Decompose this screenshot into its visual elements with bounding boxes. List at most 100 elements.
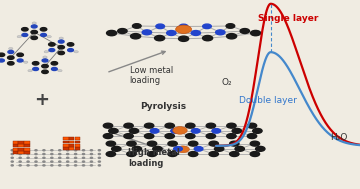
Circle shape — [27, 165, 29, 166]
Circle shape — [17, 36, 21, 38]
Circle shape — [19, 157, 21, 158]
Circle shape — [67, 157, 69, 158]
Circle shape — [58, 70, 62, 72]
Circle shape — [11, 165, 13, 166]
Circle shape — [98, 150, 100, 151]
Circle shape — [35, 161, 37, 162]
Circle shape — [82, 165, 85, 166]
Circle shape — [171, 129, 179, 133]
Circle shape — [58, 46, 64, 49]
Text: Single layer: Single layer — [258, 14, 318, 23]
FancyBboxPatch shape — [75, 137, 80, 140]
Circle shape — [209, 152, 219, 156]
Circle shape — [129, 129, 139, 133]
Circle shape — [67, 165, 69, 166]
Circle shape — [209, 141, 219, 146]
Circle shape — [203, 24, 211, 29]
Circle shape — [32, 62, 39, 65]
Circle shape — [173, 127, 187, 134]
Circle shape — [75, 157, 77, 158]
Circle shape — [51, 150, 53, 151]
Circle shape — [49, 49, 55, 52]
Circle shape — [75, 165, 77, 166]
Circle shape — [98, 161, 100, 162]
Circle shape — [35, 157, 37, 158]
Circle shape — [31, 30, 37, 34]
Circle shape — [35, 150, 37, 151]
Circle shape — [124, 123, 133, 128]
Circle shape — [75, 161, 77, 162]
FancyBboxPatch shape — [63, 147, 68, 150]
Circle shape — [28, 70, 32, 72]
FancyBboxPatch shape — [24, 141, 30, 144]
FancyBboxPatch shape — [13, 141, 18, 144]
Circle shape — [153, 146, 162, 151]
Circle shape — [194, 147, 203, 151]
Circle shape — [144, 134, 154, 139]
Circle shape — [103, 123, 113, 128]
Circle shape — [75, 153, 77, 155]
Circle shape — [49, 43, 55, 46]
Circle shape — [253, 129, 262, 133]
Circle shape — [43, 165, 45, 166]
Circle shape — [0, 53, 5, 57]
Circle shape — [19, 153, 21, 155]
Circle shape — [43, 150, 45, 151]
Circle shape — [51, 157, 53, 158]
Circle shape — [32, 22, 36, 24]
Circle shape — [82, 150, 85, 151]
FancyBboxPatch shape — [63, 144, 68, 147]
FancyBboxPatch shape — [69, 141, 74, 143]
Circle shape — [256, 146, 265, 151]
Circle shape — [90, 165, 93, 166]
Circle shape — [131, 34, 141, 39]
Circle shape — [51, 67, 57, 70]
FancyBboxPatch shape — [69, 137, 74, 140]
Circle shape — [22, 28, 28, 31]
FancyBboxPatch shape — [63, 141, 68, 143]
FancyBboxPatch shape — [24, 151, 30, 154]
Circle shape — [59, 153, 61, 155]
Circle shape — [42, 70, 48, 74]
Text: O₂: O₂ — [221, 78, 232, 87]
Circle shape — [127, 152, 136, 156]
Circle shape — [90, 157, 93, 158]
Circle shape — [8, 56, 14, 59]
Circle shape — [11, 161, 13, 162]
Circle shape — [0, 59, 4, 62]
Circle shape — [9, 47, 13, 50]
Circle shape — [98, 153, 100, 155]
Circle shape — [58, 51, 64, 55]
Circle shape — [250, 141, 260, 146]
Circle shape — [147, 152, 157, 156]
FancyBboxPatch shape — [75, 141, 80, 143]
FancyBboxPatch shape — [13, 144, 18, 147]
FancyBboxPatch shape — [13, 148, 18, 151]
Circle shape — [31, 36, 37, 40]
Circle shape — [98, 157, 100, 158]
Circle shape — [103, 134, 113, 139]
Circle shape — [227, 123, 236, 128]
FancyBboxPatch shape — [18, 151, 24, 154]
Circle shape — [59, 165, 61, 166]
Circle shape — [186, 134, 195, 139]
Circle shape — [51, 161, 53, 162]
Circle shape — [59, 37, 63, 39]
Circle shape — [17, 53, 23, 57]
Circle shape — [19, 165, 21, 166]
Circle shape — [67, 161, 69, 162]
Circle shape — [216, 30, 225, 35]
FancyBboxPatch shape — [18, 144, 24, 147]
Circle shape — [112, 146, 121, 151]
Circle shape — [144, 123, 154, 128]
Circle shape — [230, 152, 239, 156]
Text: Low metal
loading: Low metal loading — [130, 66, 173, 85]
Circle shape — [176, 25, 192, 33]
FancyBboxPatch shape — [18, 141, 24, 144]
Circle shape — [165, 123, 174, 128]
Circle shape — [27, 153, 29, 155]
Circle shape — [19, 150, 21, 151]
Circle shape — [127, 141, 136, 146]
Circle shape — [165, 134, 174, 139]
Circle shape — [106, 141, 116, 146]
